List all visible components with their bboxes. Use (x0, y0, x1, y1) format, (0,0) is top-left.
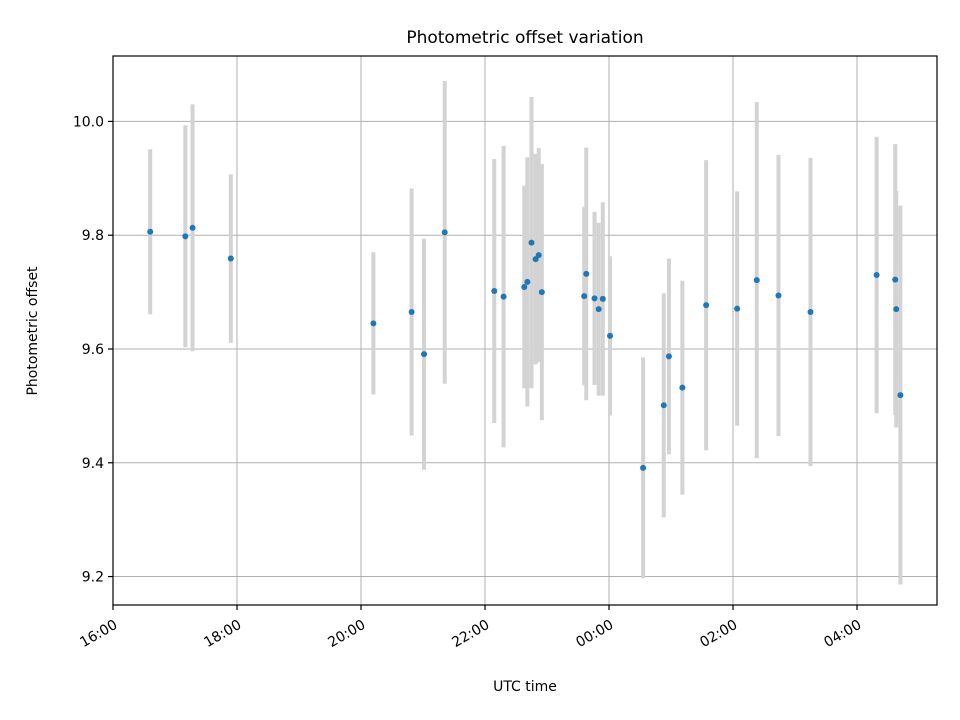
data-point (370, 320, 377, 327)
x-tick-label: 02:00 (697, 617, 740, 651)
data-point (521, 283, 528, 290)
data-point (528, 239, 535, 246)
y-tick-label: 10.0 (73, 114, 104, 130)
data-point (595, 306, 602, 313)
data-point (524, 278, 531, 285)
x-tick-label: 00:00 (573, 617, 616, 651)
x-tick-label: 16:00 (77, 617, 120, 651)
x-tick-label: 04:00 (821, 617, 864, 651)
data-point (500, 293, 507, 300)
data-point (897, 392, 904, 399)
data-point (441, 229, 448, 236)
x-tick-label: 18:00 (201, 617, 244, 651)
y-axis-label: Photometric offset (25, 266, 41, 396)
data-point (535, 252, 542, 259)
plot-frame (112, 55, 938, 606)
data-point (807, 309, 814, 316)
y-tick-label: 9.8 (82, 228, 104, 244)
data-point (599, 295, 606, 302)
data-point (147, 228, 154, 235)
point-layer (147, 224, 904, 471)
data-point (660, 402, 667, 409)
x-tick-label: 22:00 (449, 617, 492, 651)
data-point (189, 224, 196, 231)
data-point (581, 293, 588, 300)
data-point (679, 384, 686, 391)
data-point (591, 295, 598, 302)
data-point (892, 276, 899, 283)
data-point (734, 305, 741, 312)
data-point (640, 464, 647, 471)
x-axis-label: UTC time (493, 679, 557, 695)
y-tick-label: 9.2 (82, 570, 104, 586)
data-point (607, 332, 614, 339)
data-point (583, 270, 590, 277)
x-tick-label: 20:00 (325, 617, 368, 651)
errorbar-layer (148, 81, 903, 585)
data-point (408, 309, 415, 316)
data-point (893, 306, 900, 313)
data-point (775, 292, 782, 299)
y-tick-label: 9.4 (82, 456, 104, 472)
data-point (491, 287, 498, 294)
chart-title: Photometric offset variation (406, 28, 643, 48)
y-tick-label: 9.6 (82, 342, 104, 358)
data-point (873, 272, 880, 279)
data-point (182, 233, 189, 240)
data-point (753, 277, 760, 284)
data-point (665, 353, 672, 360)
data-point (421, 351, 428, 358)
data-point (538, 289, 545, 296)
data-point (703, 302, 710, 309)
data-point (227, 255, 234, 262)
